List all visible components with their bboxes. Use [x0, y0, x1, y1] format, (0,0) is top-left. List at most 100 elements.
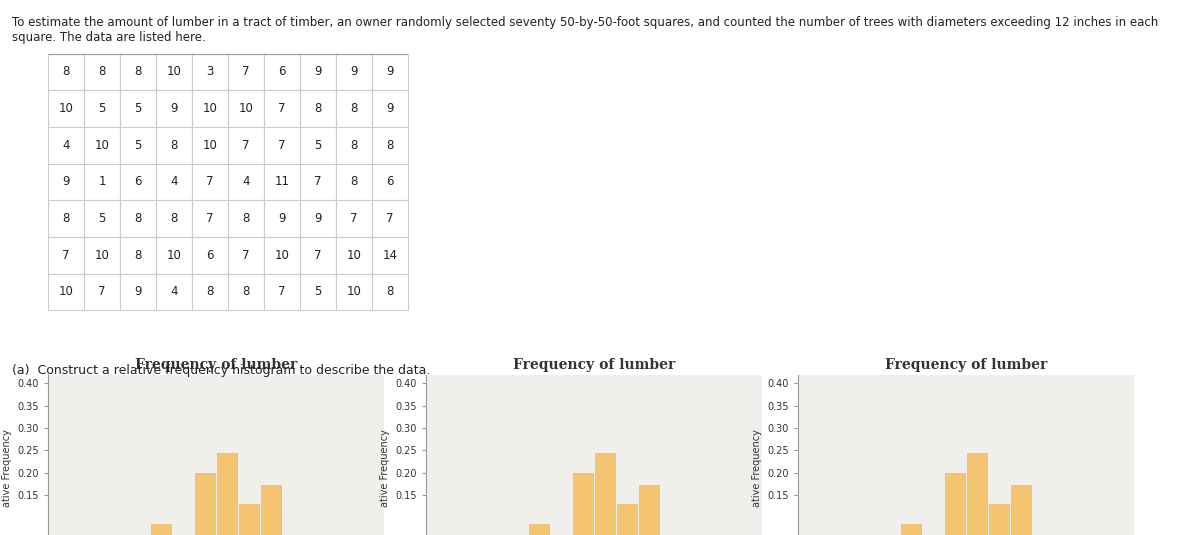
- Text: 4: 4: [170, 286, 178, 299]
- Text: 8: 8: [350, 139, 358, 152]
- Text: 7: 7: [278, 102, 286, 115]
- Y-axis label: ative Frequency: ative Frequency: [751, 429, 762, 507]
- Text: 7: 7: [242, 139, 250, 152]
- Text: 4: 4: [242, 175, 250, 188]
- Bar: [336, 90, 372, 127]
- Bar: [262, 485, 281, 535]
- Text: 9: 9: [386, 102, 394, 115]
- Bar: [228, 90, 264, 127]
- Bar: [372, 90, 408, 127]
- Text: To estimate the amount of lumber in a tract of timber, an owner randomly selecte: To estimate the amount of lumber in a tr…: [12, 16, 1158, 44]
- Text: 9: 9: [350, 65, 358, 78]
- Bar: [372, 273, 408, 310]
- Bar: [617, 505, 637, 535]
- Bar: [84, 127, 120, 164]
- Text: 7: 7: [98, 286, 106, 299]
- Text: 7: 7: [206, 212, 214, 225]
- Bar: [192, 90, 228, 127]
- Bar: [84, 237, 120, 273]
- Bar: [84, 90, 120, 127]
- Title: Frequency of lumber: Frequency of lumber: [884, 358, 1048, 372]
- Bar: [217, 454, 236, 535]
- Bar: [300, 164, 336, 200]
- Bar: [300, 90, 336, 127]
- Text: 8: 8: [62, 212, 70, 225]
- Text: 9: 9: [62, 175, 70, 188]
- Bar: [595, 454, 614, 535]
- Text: 7: 7: [278, 139, 286, 152]
- Bar: [372, 54, 408, 90]
- Text: 7: 7: [242, 65, 250, 78]
- Bar: [228, 164, 264, 200]
- Text: 5: 5: [98, 102, 106, 115]
- Bar: [120, 54, 156, 90]
- Text: 4: 4: [62, 139, 70, 152]
- Bar: [372, 164, 408, 200]
- Bar: [120, 127, 156, 164]
- Text: 8: 8: [170, 139, 178, 152]
- Text: 11: 11: [275, 175, 289, 188]
- Bar: [156, 200, 192, 237]
- Bar: [989, 505, 1009, 535]
- Bar: [264, 200, 300, 237]
- Bar: [156, 237, 192, 273]
- Title: Frequency of lumber: Frequency of lumber: [134, 358, 298, 372]
- Text: 14: 14: [383, 249, 397, 262]
- Bar: [529, 524, 548, 535]
- Bar: [336, 54, 372, 90]
- Bar: [151, 524, 170, 535]
- Text: 10: 10: [95, 139, 109, 152]
- Text: 10: 10: [95, 249, 109, 262]
- Bar: [192, 127, 228, 164]
- Text: 7: 7: [314, 249, 322, 262]
- Bar: [901, 524, 920, 535]
- Bar: [192, 164, 228, 200]
- Bar: [967, 454, 986, 535]
- Bar: [336, 127, 372, 164]
- Bar: [84, 54, 120, 90]
- Bar: [264, 273, 300, 310]
- Bar: [120, 164, 156, 200]
- Text: 7: 7: [62, 249, 70, 262]
- Bar: [48, 237, 84, 273]
- Text: 7: 7: [278, 286, 286, 299]
- Text: 5: 5: [98, 212, 106, 225]
- Bar: [372, 200, 408, 237]
- Text: 9: 9: [314, 65, 322, 78]
- Text: 8: 8: [386, 286, 394, 299]
- Bar: [336, 164, 372, 200]
- Bar: [156, 164, 192, 200]
- Bar: [228, 200, 264, 237]
- Text: 7: 7: [314, 175, 322, 188]
- Text: 9: 9: [170, 102, 178, 115]
- Bar: [336, 237, 372, 273]
- Text: 7: 7: [206, 175, 214, 188]
- Bar: [120, 200, 156, 237]
- Bar: [228, 273, 264, 310]
- Bar: [336, 200, 372, 237]
- Text: 9: 9: [314, 212, 322, 225]
- Bar: [300, 237, 336, 273]
- Bar: [192, 200, 228, 237]
- Text: 7: 7: [386, 212, 394, 225]
- Text: 5: 5: [314, 286, 322, 299]
- Bar: [48, 54, 84, 90]
- Bar: [120, 90, 156, 127]
- Text: ↗  USE SALT: ↗ USE SALT: [78, 329, 162, 342]
- Bar: [640, 485, 659, 535]
- Text: 6: 6: [278, 65, 286, 78]
- Text: 9: 9: [134, 286, 142, 299]
- Text: 10: 10: [347, 249, 361, 262]
- Text: 6: 6: [386, 175, 394, 188]
- Text: 8: 8: [206, 286, 214, 299]
- Bar: [48, 273, 84, 310]
- Bar: [300, 127, 336, 164]
- Text: 8: 8: [386, 139, 394, 152]
- Text: 8: 8: [134, 65, 142, 78]
- Bar: [264, 164, 300, 200]
- Text: 9: 9: [278, 212, 286, 225]
- Text: 6: 6: [206, 249, 214, 262]
- Text: 8: 8: [350, 175, 358, 188]
- Bar: [48, 164, 84, 200]
- Bar: [239, 505, 259, 535]
